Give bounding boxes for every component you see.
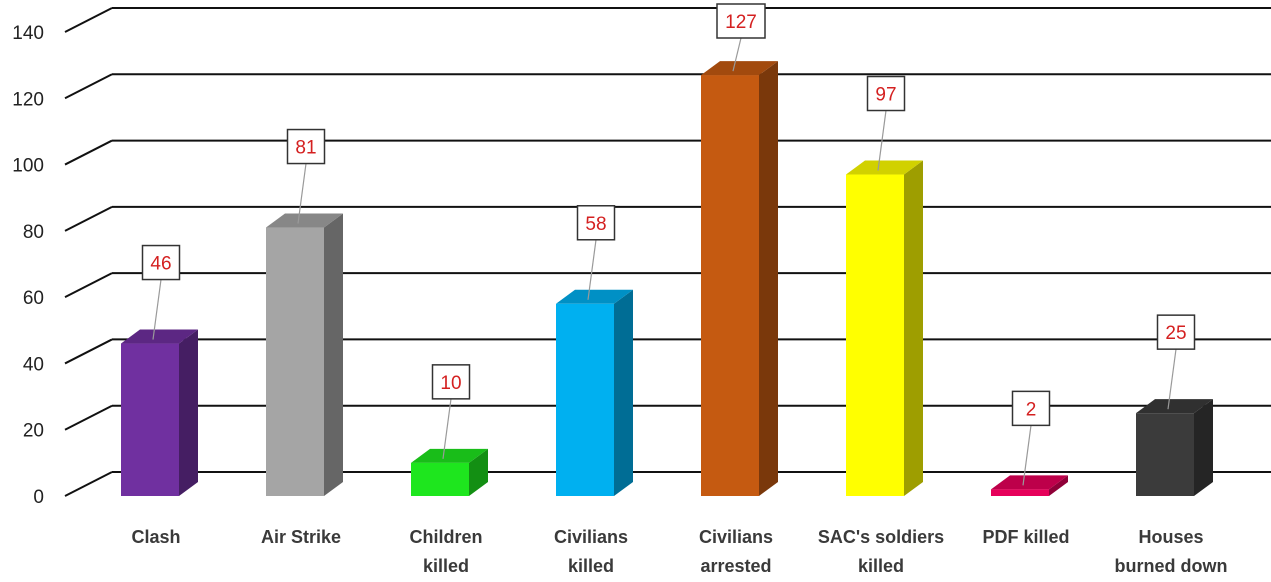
bar-side (759, 61, 778, 496)
bar-front (846, 174, 904, 496)
y-tick-label: 120 (12, 89, 44, 110)
label-box (716, 3, 766, 39)
label-leader-line (587, 239, 597, 300)
label-box (1011, 390, 1051, 427)
bar (846, 160, 923, 496)
gridline-diagonal (64, 73, 113, 100)
data-label-text: 58 (585, 214, 606, 235)
label-leader-line (1167, 349, 1177, 410)
bar-front (411, 462, 469, 496)
label-leader-line (1022, 425, 1032, 486)
data-label-text: 2 (1026, 399, 1037, 420)
y-tick-label: 140 (12, 23, 44, 44)
data-label: 2 (1011, 390, 1051, 486)
bar-top (991, 475, 1068, 490)
data-label: 58 (576, 205, 616, 300)
y-tick-label: 0 (33, 487, 44, 508)
data-label-text: 97 (875, 85, 896, 106)
y-tick-label: 100 (12, 156, 44, 177)
y-tick-label: 40 (23, 354, 44, 375)
label-leader-line (152, 279, 162, 340)
label-box (286, 128, 326, 165)
gridline-diagonal (64, 139, 113, 166)
y-tick-label: 60 (23, 288, 44, 309)
bar-top (411, 448, 488, 463)
data-label: 97 (866, 75, 906, 171)
label-box (576, 205, 616, 241)
x-tick-label: Civilians arrested (699, 527, 773, 576)
label-box (1156, 314, 1196, 350)
bar-top (1136, 399, 1213, 414)
data-label: 127 (716, 3, 766, 72)
bar-side (324, 213, 343, 497)
bar-top (266, 213, 343, 228)
data-label: 10 (431, 364, 471, 459)
bar-side (1049, 475, 1068, 496)
label-leader-line (442, 398, 452, 459)
label-leader-line (732, 37, 742, 72)
bar (701, 61, 778, 496)
x-tick-label: Houses burned down (1115, 527, 1228, 576)
bar (991, 475, 1068, 496)
data-label-text: 46 (150, 254, 171, 275)
label-box (866, 75, 906, 112)
bar-side (1194, 399, 1213, 496)
gridline-diagonal (64, 272, 113, 299)
bar-front (556, 303, 614, 496)
x-tick-label: Children killed (409, 527, 482, 576)
data-label: 25 (1156, 314, 1196, 410)
bar-top (556, 289, 633, 304)
data-label-text: 10 (440, 373, 461, 394)
bar (1136, 399, 1213, 496)
x-tick-label: PDF killed (982, 527, 1069, 547)
label-leader-line (297, 163, 307, 224)
gridline-diagonal (64, 471, 113, 497)
bar (411, 448, 488, 496)
gridlines (64, 7, 1271, 497)
data-labels: 46 81 10 58 127 97 2 25 (141, 3, 1196, 486)
bars (121, 61, 1213, 497)
bar-top (701, 61, 778, 76)
bar-front (121, 343, 179, 496)
bar (121, 329, 198, 496)
bar-side (469, 448, 488, 496)
x-tick-label: Clash (131, 527, 180, 547)
bar (266, 213, 343, 497)
x-tick-label: SAC's soldiers killed (818, 527, 944, 576)
bar-front (701, 75, 759, 496)
x-axis-labels: Clash Air Strike Children killed Civilians ki… (131, 527, 1227, 576)
data-label: 46 (141, 244, 181, 340)
gridline-diagonal (64, 7, 113, 33)
data-label-text: 25 (1165, 323, 1186, 344)
x-tick-label: Civilians killed (554, 527, 628, 576)
gridline-diagonal (64, 205, 113, 232)
bar-front (266, 227, 324, 497)
bar-side (614, 289, 633, 496)
label-box (141, 244, 181, 281)
label-leader-line (877, 110, 887, 171)
bar-side (904, 160, 923, 496)
bar-top (846, 160, 923, 175)
bar (556, 289, 633, 496)
bar-top (121, 329, 198, 344)
label-box (431, 364, 471, 400)
y-tick-label: 80 (23, 222, 44, 243)
bar-front (1136, 413, 1194, 496)
data-label: 81 (286, 128, 326, 224)
gridline-diagonal (64, 338, 113, 365)
data-label-text: 81 (295, 138, 316, 159)
data-label-text: 127 (725, 12, 757, 33)
bar-side (179, 329, 198, 496)
x-tick-label: Air Strike (261, 527, 341, 547)
y-axis-ticks: 0 20 40 60 80 100 120 140 (12, 23, 44, 508)
bar-front (991, 489, 1049, 496)
y-tick-label: 20 (23, 421, 44, 442)
gridline-diagonal (64, 404, 113, 431)
